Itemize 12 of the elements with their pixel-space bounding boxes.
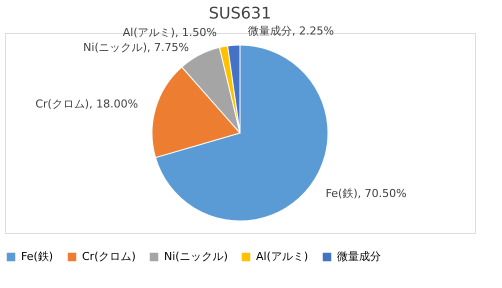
data-label: Al(アルミ), 1.50% bbox=[122, 26, 217, 39]
chart-title: SUS631 bbox=[208, 3, 272, 22]
legend-label: Fe(鉄) bbox=[21, 250, 54, 263]
data-label: Ni(ニックル), 7.75% bbox=[83, 40, 189, 54]
data-label: 微量成分, 2.25% bbox=[248, 24, 334, 38]
legend-label: 微量成分 bbox=[337, 250, 381, 263]
legend-label: Al(アルミ) bbox=[256, 250, 308, 263]
data-label: Fe(鉄), 70.50% bbox=[326, 187, 407, 200]
pie-slice bbox=[154, 44, 328, 222]
data-label: Cr(クロム), 18.00% bbox=[35, 98, 138, 111]
legend-label: Ni(ニックル) bbox=[164, 250, 228, 263]
legend-label: Cr(クロム) bbox=[82, 250, 136, 263]
